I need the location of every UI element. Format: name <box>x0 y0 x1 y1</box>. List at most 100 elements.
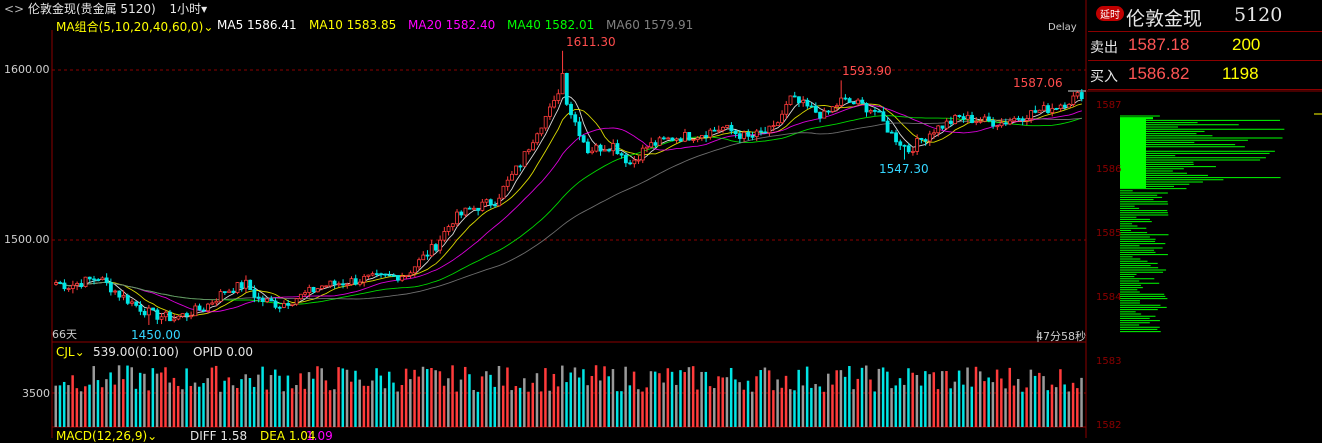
volume-bar <box>924 371 927 427</box>
day-count-label: 66天 <box>52 328 77 341</box>
volume-bar <box>662 382 665 427</box>
volume-bar <box>902 384 906 427</box>
volume-bar <box>138 372 142 427</box>
candle-body <box>911 150 915 153</box>
volume-bar <box>392 382 395 427</box>
ma-combo-label: MA组合(5,10,20,40,60,0) <box>56 20 204 34</box>
candle-body <box>856 99 860 105</box>
swing-high-label: 1593.90 <box>842 64 892 78</box>
candle-body <box>379 273 383 276</box>
candle-body <box>231 290 236 293</box>
volume-bar <box>725 377 729 427</box>
volume-bar <box>1000 378 1003 427</box>
buy-label: 买入 <box>1090 69 1118 85</box>
candle-body <box>619 153 624 156</box>
volume-bar <box>79 391 83 427</box>
volume-bar <box>776 379 779 427</box>
candle-body <box>906 145 911 153</box>
sell-row[interactable]: 卖出 1587.18 200 <box>1088 32 1322 61</box>
candle-body <box>163 311 168 318</box>
volume-bar <box>818 386 822 427</box>
chart-grid <box>51 0 1087 438</box>
volume-bar <box>717 376 720 427</box>
candle-body <box>265 298 269 302</box>
volume-bar <box>848 366 851 427</box>
volume-bar <box>767 370 771 427</box>
candle-body <box>332 280 337 285</box>
candle-body <box>581 135 586 143</box>
symbol-title-bar[interactable]: <> 伦敦金现(贵金属 5120) 1小时▾ <box>4 0 207 17</box>
candle-body <box>480 201 485 211</box>
volume-bar <box>936 389 940 427</box>
volume-bar <box>978 371 982 427</box>
candle-body <box>130 301 134 304</box>
layout-toggle-icon[interactable]: <> <box>4 2 25 16</box>
candle-body <box>885 120 890 133</box>
buy-price: 1586.82 <box>1128 64 1190 83</box>
candle-body <box>277 306 282 309</box>
candle-body <box>400 276 405 281</box>
volume-bar <box>214 365 218 427</box>
candle-body <box>505 179 510 187</box>
volume-bar <box>658 373 661 427</box>
volume-bar <box>877 368 881 427</box>
ma-legend-item: MA40 1582.01 <box>507 18 595 32</box>
high-price-label: 1611.30 <box>566 35 616 49</box>
candle-body <box>412 266 417 274</box>
candle-body <box>632 159 637 165</box>
volume-bar <box>814 384 817 427</box>
volume-bar <box>485 371 488 427</box>
candle-body <box>822 110 827 119</box>
volume-bar <box>274 369 277 427</box>
candle-body <box>607 149 611 152</box>
candle-body <box>1058 104 1063 109</box>
volume-bar <box>269 375 273 427</box>
candle-body <box>813 105 818 113</box>
ma-combo-selector[interactable]: MA组合(5,10,20,40,60,0)⌄ <box>56 18 213 35</box>
volume-bar <box>383 388 387 427</box>
candle-body <box>87 276 92 280</box>
macd-indicator-selector[interactable]: MACD(12,26,9)⌄ <box>56 429 157 443</box>
candle-body <box>839 97 844 106</box>
volume-bar <box>565 382 568 427</box>
volume-bar <box>894 385 898 427</box>
macd-diff: DIFF 1.58 <box>190 429 248 443</box>
volume-bar <box>236 387 239 427</box>
candle-body <box>446 226 451 232</box>
volume-bar <box>953 381 957 427</box>
candle-body <box>927 133 932 142</box>
candle-body <box>298 293 303 300</box>
candle-body <box>750 135 755 138</box>
candle-body <box>737 133 742 139</box>
volume-bar <box>970 386 974 427</box>
volume-indicator-selector[interactable]: CJL⌄ <box>56 345 85 359</box>
volume-bar <box>561 365 564 427</box>
volume-bar <box>721 377 724 427</box>
candle-body <box>1071 95 1076 105</box>
candle-body <box>117 290 122 298</box>
period-selector[interactable]: 1小时▾ <box>169 2 207 16</box>
volume-bar <box>62 381 66 427</box>
candle-body <box>438 239 443 251</box>
candle-body <box>472 207 476 210</box>
candle-body <box>349 278 354 285</box>
volume-bar <box>945 371 948 427</box>
candle-body <box>159 316 164 320</box>
volume-bar <box>312 378 315 427</box>
volume-bar <box>843 376 847 427</box>
volume-bar <box>523 378 526 427</box>
candle-body <box>501 185 506 199</box>
volume-bar <box>805 366 809 427</box>
buy-row[interactable]: 买入 1586.82 1198 <box>1088 61 1322 90</box>
candle-body <box>873 110 877 112</box>
candle-body <box>235 282 240 293</box>
volume-bar <box>586 385 589 427</box>
volume-bar <box>966 367 969 427</box>
volume-bar <box>881 367 885 427</box>
volume-bar <box>379 375 383 427</box>
candle-body <box>526 149 531 153</box>
chevron-down-icon: ▾ <box>201 2 208 16</box>
volume-bar <box>641 391 644 427</box>
volume-bar <box>890 388 893 427</box>
volume-bar <box>349 381 353 427</box>
